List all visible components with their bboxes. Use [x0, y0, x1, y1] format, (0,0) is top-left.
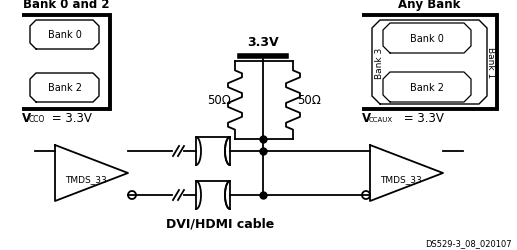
Polygon shape [22, 16, 110, 110]
Text: 50Ω: 50Ω [207, 94, 231, 107]
Polygon shape [362, 16, 497, 110]
Text: Bank 0: Bank 0 [410, 34, 444, 44]
Text: V: V [362, 111, 371, 124]
Text: 3.3V: 3.3V [247, 36, 279, 49]
Text: Bank 0: Bank 0 [48, 30, 82, 40]
Text: V: V [22, 111, 31, 124]
Text: = 3.3V: = 3.3V [48, 111, 92, 124]
Text: 50Ω: 50Ω [297, 94, 321, 107]
Text: CCO: CCO [29, 115, 45, 124]
Text: Bank 2: Bank 2 [48, 83, 82, 93]
Text: Bank 2: Bank 2 [410, 83, 444, 93]
Text: Bank 0 and 2: Bank 0 and 2 [23, 0, 109, 11]
Text: DS529-3_08_020107: DS529-3_08_020107 [425, 238, 512, 248]
Text: TMDS_33: TMDS_33 [380, 175, 422, 184]
Text: = 3.3V: = 3.3V [400, 111, 444, 124]
Text: CCAUX: CCAUX [369, 116, 393, 122]
Text: Any Bank: Any Bank [398, 0, 461, 11]
Text: Bank 3: Bank 3 [374, 47, 384, 78]
Text: TMDS_33: TMDS_33 [65, 175, 107, 184]
Text: Bank 1: Bank 1 [485, 47, 494, 78]
Text: DVI/HDMI cable: DVI/HDMI cable [166, 217, 274, 230]
